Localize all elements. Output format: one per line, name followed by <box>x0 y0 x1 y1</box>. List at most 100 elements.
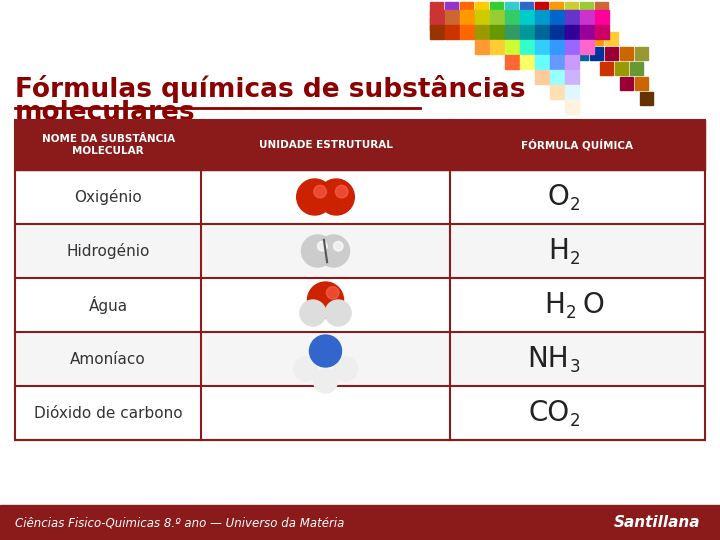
Bar <box>520 10 534 24</box>
Bar <box>550 85 564 99</box>
Bar <box>520 25 534 39</box>
Bar <box>575 32 588 45</box>
Bar <box>515 32 528 45</box>
Circle shape <box>294 357 318 381</box>
Bar <box>580 10 594 24</box>
Bar <box>430 2 443 15</box>
Bar <box>535 2 548 15</box>
Bar <box>595 2 608 15</box>
Bar <box>430 17 443 30</box>
Text: Ciências Fisico-Quimicas 8.º ano — Universo da Matéria: Ciências Fisico-Quimicas 8.º ano — Unive… <box>15 516 344 529</box>
Text: CO: CO <box>528 399 570 427</box>
Bar <box>550 70 564 84</box>
Text: 2: 2 <box>570 196 580 214</box>
Bar <box>505 25 519 39</box>
Text: H: H <box>549 237 570 265</box>
Circle shape <box>326 287 339 299</box>
Bar <box>15 170 705 224</box>
Text: 2: 2 <box>570 412 580 430</box>
Text: Fórmulas químicas de substâncias: Fórmulas químicas de substâncias <box>15 75 526 103</box>
Text: NOME DA SUBSTÂNCIA
MOLECULAR: NOME DA SUBSTÂNCIA MOLECULAR <box>42 134 175 156</box>
Text: UNIDADE ESTRUTURAL: UNIDADE ESTRUTURAL <box>258 140 392 150</box>
Bar <box>505 55 519 69</box>
Bar <box>575 47 588 60</box>
Bar <box>475 25 489 39</box>
Bar <box>15 332 705 386</box>
Bar <box>505 10 519 24</box>
Bar <box>530 32 543 45</box>
Bar <box>430 25 444 39</box>
Text: Amoníaco: Amoníaco <box>71 352 146 367</box>
Text: Oxigénio: Oxigénio <box>74 189 142 205</box>
Bar <box>565 55 579 69</box>
Bar <box>550 2 563 15</box>
Bar <box>595 17 608 30</box>
Bar <box>605 32 618 45</box>
Circle shape <box>310 335 341 367</box>
Bar <box>445 10 459 24</box>
Bar <box>620 47 633 60</box>
Bar <box>640 92 653 105</box>
Bar <box>490 10 504 24</box>
Bar <box>600 62 613 75</box>
Bar <box>580 2 593 15</box>
Bar <box>535 25 549 39</box>
Bar <box>490 17 503 30</box>
Text: FÓRMULA QUÍMICA: FÓRMULA QUÍMICA <box>521 139 634 151</box>
Bar <box>565 100 579 114</box>
Bar <box>545 32 558 45</box>
Circle shape <box>297 179 333 215</box>
Bar <box>475 10 489 24</box>
Bar <box>520 17 533 30</box>
Circle shape <box>318 179 354 215</box>
Bar <box>620 77 633 90</box>
Bar <box>15 120 705 440</box>
Bar <box>460 10 474 24</box>
Circle shape <box>314 185 326 198</box>
Circle shape <box>336 185 348 198</box>
Bar <box>490 40 504 54</box>
Bar <box>460 17 473 30</box>
Text: NH: NH <box>528 345 570 373</box>
Bar <box>535 17 548 30</box>
Text: moleculares: moleculares <box>15 100 196 126</box>
Bar <box>445 2 458 15</box>
Bar <box>15 278 705 332</box>
Bar <box>560 47 573 60</box>
Bar <box>445 25 459 39</box>
Bar <box>550 17 563 30</box>
Bar <box>565 10 579 24</box>
Bar <box>475 17 488 30</box>
Bar <box>615 62 628 75</box>
Bar <box>580 25 594 39</box>
Bar <box>430 10 444 24</box>
Text: O: O <box>548 183 570 211</box>
Bar <box>490 25 504 39</box>
Text: 2: 2 <box>565 304 576 322</box>
Bar <box>565 85 579 99</box>
Bar <box>15 386 705 440</box>
Text: Dióxido de carbono: Dióxido de carbono <box>34 406 182 421</box>
Bar <box>560 32 573 45</box>
Bar <box>565 70 579 84</box>
Bar <box>565 2 578 15</box>
Circle shape <box>313 369 338 393</box>
Bar <box>535 10 549 24</box>
Bar <box>490 2 503 15</box>
Bar <box>630 62 643 75</box>
Bar <box>550 10 564 24</box>
Bar <box>15 224 705 278</box>
Circle shape <box>302 235 333 267</box>
Bar <box>505 17 518 30</box>
Bar <box>535 70 549 84</box>
Bar <box>565 40 579 54</box>
Circle shape <box>325 300 351 326</box>
Bar <box>635 47 648 60</box>
Text: Água: Água <box>89 296 127 314</box>
Circle shape <box>318 235 349 267</box>
Bar <box>0 505 720 540</box>
Text: O: O <box>582 291 604 319</box>
Bar <box>535 40 549 54</box>
Bar <box>635 77 648 90</box>
Bar <box>520 55 534 69</box>
